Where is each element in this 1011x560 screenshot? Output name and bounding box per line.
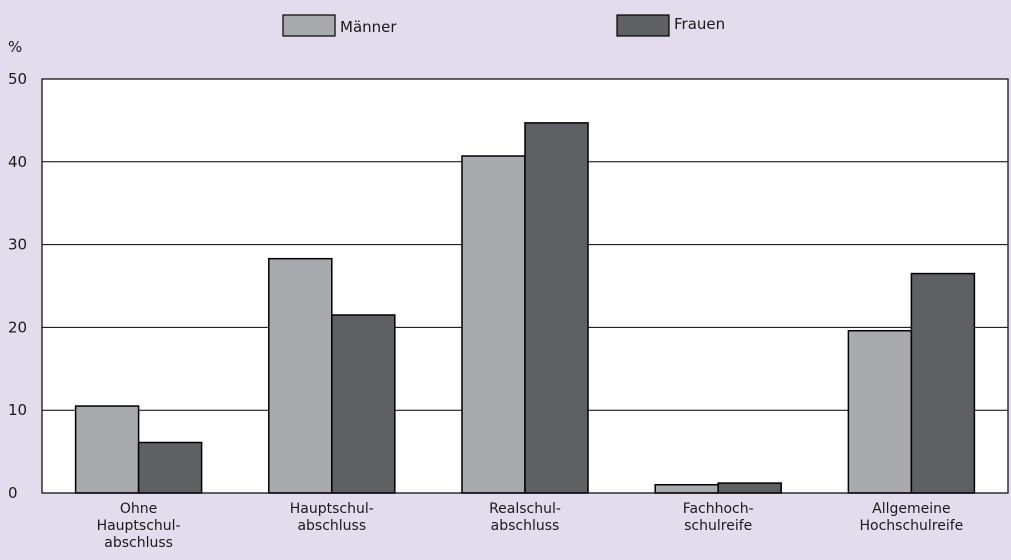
bar-maenner-1 [268, 257, 333, 494]
legend: Männer Frauen [282, 14, 725, 37]
y-tick-label-0: 0 [8, 484, 18, 502]
bar-frauen-0 [137, 441, 203, 494]
legend-label-frauen: Frauen [674, 15, 725, 33]
y-tick-label-30: 30 [8, 236, 27, 254]
bar-maenner-2 [461, 155, 526, 494]
x-tick-label-4: Allgemeine Hochschulreife [860, 501, 964, 534]
legend-swatch-maenner [282, 14, 336, 37]
bar-maenner-3 [654, 483, 719, 494]
y-axis-ticks: 0 10 20 30 40 50 [8, 70, 27, 502]
plot-border [41, 78, 1009, 494]
x-tick-label-0: Ohne Hauptschul-abschluss [97, 501, 181, 551]
bar-frauen-2 [524, 122, 589, 494]
legend-swatch-frauen [616, 14, 670, 37]
legend-label-maenner: Männer [340, 18, 397, 36]
x-tick-label-3: Fachhoch-schulreife [683, 501, 754, 534]
y-tick-label-40: 40 [8, 153, 27, 171]
bars [74, 122, 976, 494]
y-tick-label-50: 50 [8, 70, 27, 88]
y-axis-unit-label: % [8, 38, 22, 56]
y-tick-label-10: 10 [8, 401, 27, 419]
bar-frauen-4 [910, 272, 976, 494]
bar-maenner-4 [847, 329, 913, 494]
x-axis-labels: Ohne Hauptschul-abschluss Hauptschul-absch… [97, 501, 964, 551]
y-tick-label-20: 20 [8, 318, 27, 336]
bar-maenner-0 [74, 405, 140, 494]
x-tick-label-2: Realschul-abschluss [489, 501, 561, 534]
bar-frauen-1 [331, 314, 396, 494]
x-tick-label-1: Hauptschul-abschluss [290, 501, 374, 534]
bar-frauen-3 [717, 482, 782, 494]
